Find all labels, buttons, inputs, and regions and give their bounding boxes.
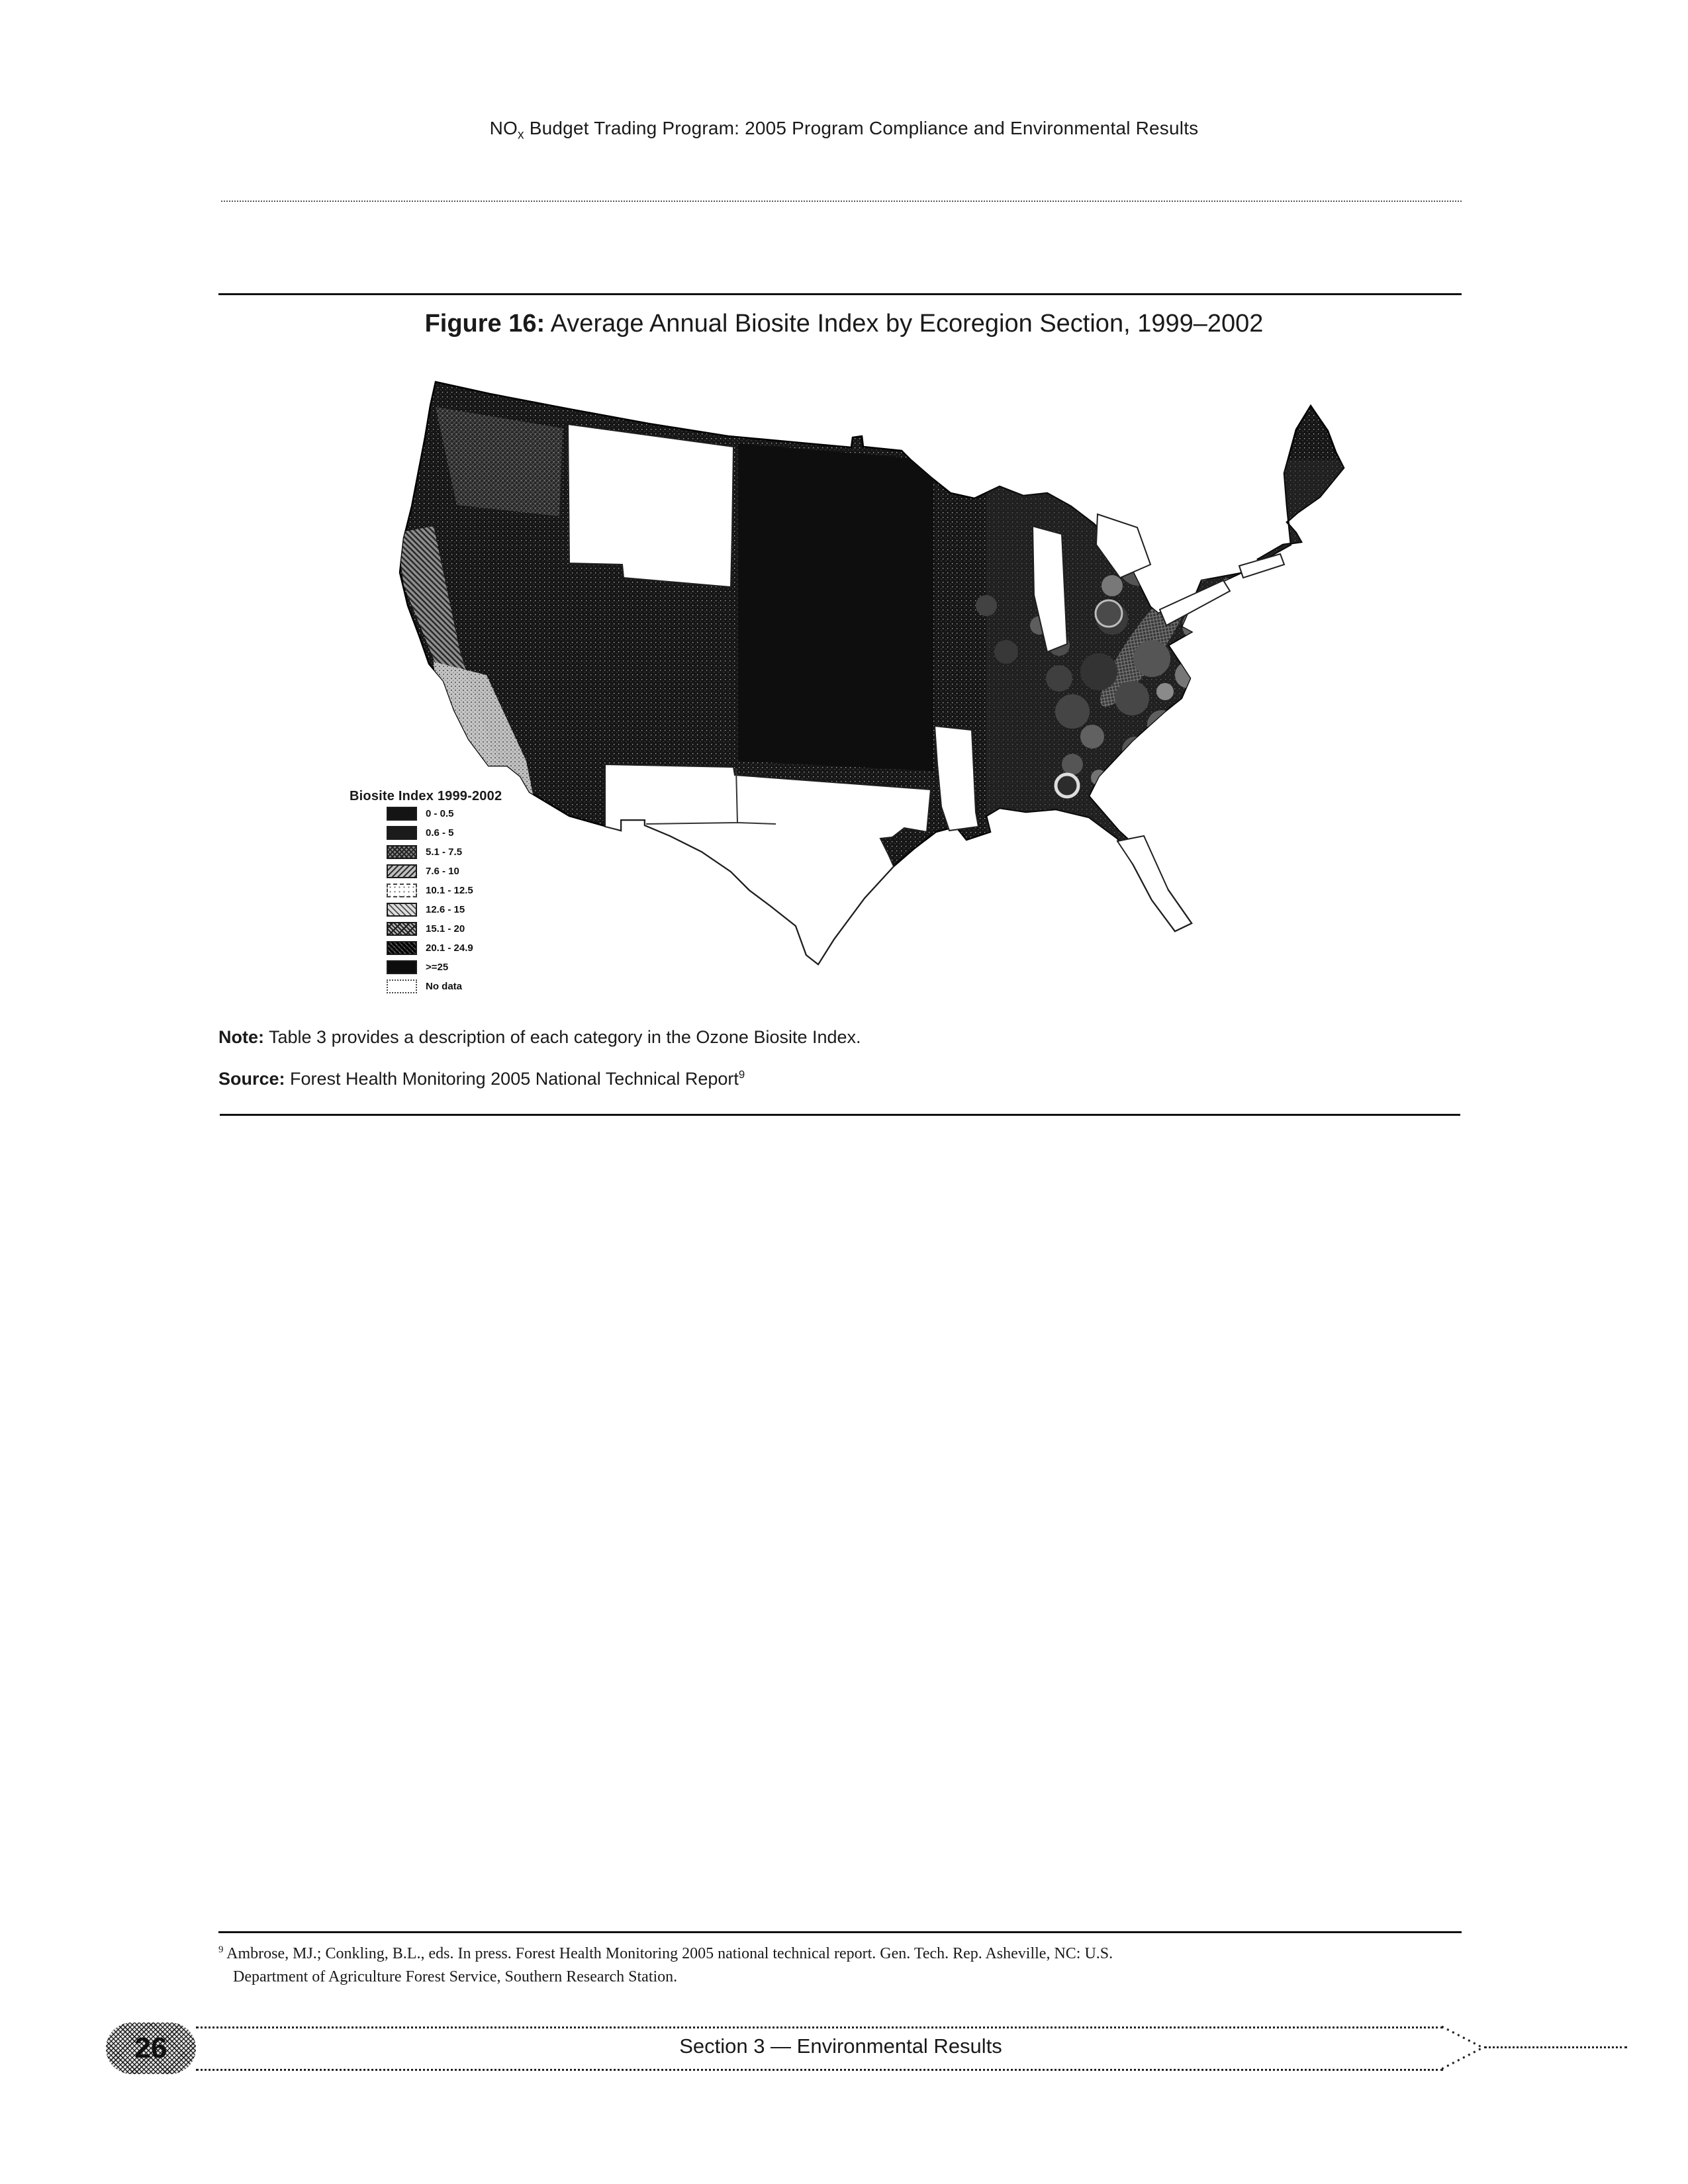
footnote-line2: Department of Agriculture Forest Service… xyxy=(233,1968,678,1985)
legend-row: >=25 xyxy=(387,958,621,977)
legend-swatch-7.6-10 xyxy=(387,864,417,878)
legend-row: 10.1 - 12.5 xyxy=(387,881,621,900)
lake-erie xyxy=(1158,579,1231,627)
legend-row: 0.6 - 5 xyxy=(387,823,621,842)
footer-dotted-top xyxy=(196,2026,1443,2028)
us-ecoregion-map xyxy=(399,381,1345,966)
legend-swatch-0-0.5 xyxy=(387,807,417,821)
footnote-text1: Ambrose, MJ.; Conkling, B.L., eds. In pr… xyxy=(223,1945,1113,1962)
footnote-line1: 9 Ambrose, MJ.; Conkling, B.L., eds. In … xyxy=(218,1944,1113,1963)
state-borders xyxy=(645,768,776,825)
legend-label: No data xyxy=(426,981,463,992)
figure-bottom-rule xyxy=(220,1114,1460,1116)
header-subscript: x xyxy=(518,128,524,142)
footer-dotted-bottom xyxy=(196,2069,1443,2071)
legend-swatch-15.1-20 xyxy=(387,922,417,936)
legend-label: 0.6 - 5 xyxy=(426,827,454,839)
figure-title-text: Average Annual Biosite Index by Ecoregio… xyxy=(545,310,1264,338)
legend-label: 7.6 - 10 xyxy=(426,866,459,877)
legend-label: >=25 xyxy=(426,962,449,973)
legend-row: 15.1 - 20 xyxy=(387,919,621,938)
header-text-prefix: NO xyxy=(489,118,518,138)
figure-title: Figure 16: Average Annual Biosite Index … xyxy=(0,310,1688,338)
legend-row: 7.6 - 10 xyxy=(387,862,621,881)
figure-label: Figure 16: xyxy=(424,310,545,338)
legend-swatch-no-data xyxy=(387,979,417,993)
header-text-rest: Budget Trading Program: 2005 Program Com… xyxy=(524,118,1199,138)
footer-section-title: Section 3 — Environmental Results xyxy=(679,2034,1002,2058)
figure-note: Note: Table 3 provides a description of … xyxy=(218,1027,861,1048)
page-number-badge: 26 xyxy=(106,2023,196,2074)
legend-label: 10.1 - 12.5 xyxy=(426,885,473,896)
footer-dotted-tail xyxy=(1484,2046,1627,2048)
page-number: 26 xyxy=(134,2032,167,2064)
legend-swatch-20.1-24.9 xyxy=(387,941,417,955)
figure-top-rule xyxy=(218,293,1462,295)
footnote-marker: 9 xyxy=(218,1944,224,1955)
source-footnote-ref: 9 xyxy=(738,1068,745,1081)
legend-row: 0 - 0.5 xyxy=(387,804,621,823)
lake-ontario xyxy=(1238,553,1286,579)
legend-swatch-12.6-15 xyxy=(387,903,417,917)
header-divider-dotted xyxy=(221,201,1462,202)
legend-swatch-0.6-5 xyxy=(387,826,417,840)
montana-white-region xyxy=(567,423,735,588)
page-header: NOx Budget Trading Program: 2005 Program… xyxy=(0,118,1688,143)
legend-label: 0 - 0.5 xyxy=(426,808,454,819)
footnote-rule xyxy=(218,1931,1462,1933)
figure-source: Source: Forest Health Monitoring 2005 Na… xyxy=(218,1068,745,1089)
source-label: Source: xyxy=(218,1069,285,1089)
southcentral-white-region xyxy=(604,763,932,966)
legend-row: 20.1 - 24.9 xyxy=(387,938,621,958)
source-text: Forest Health Monitoring 2005 National T… xyxy=(285,1069,739,1089)
legend-label: 20.1 - 24.9 xyxy=(426,942,473,954)
legend-row: 5.1 - 7.5 xyxy=(387,842,621,862)
lake-huron xyxy=(1095,513,1152,579)
legend-row: 12.6 - 15 xyxy=(387,900,621,919)
legend-swatch-25plus xyxy=(387,960,417,974)
mississippi-white-region xyxy=(933,725,980,832)
footer-chevron-icon xyxy=(1442,2025,1483,2070)
legend-label: 5.1 - 7.5 xyxy=(426,846,463,858)
note-label: Note: xyxy=(218,1027,264,1047)
map-legend: Biosite Index 1999-2002 0 - 0.5 0.6 - 5 … xyxy=(343,789,621,996)
legend-swatch-5.1-7.5 xyxy=(387,845,417,859)
note-text: Table 3 provides a description of each c… xyxy=(264,1027,861,1047)
legend-title: Biosite Index 1999-2002 xyxy=(350,789,502,803)
lake-michigan xyxy=(1031,525,1068,653)
south-florida-white-region xyxy=(1116,835,1193,933)
legend-label: 12.6 - 15 xyxy=(426,904,465,915)
legend-row: No data xyxy=(387,977,621,996)
no-data-states xyxy=(567,423,1286,966)
legend-label: 15.1 - 20 xyxy=(426,923,465,934)
legend-swatch-10.1-12.5 xyxy=(387,884,417,897)
